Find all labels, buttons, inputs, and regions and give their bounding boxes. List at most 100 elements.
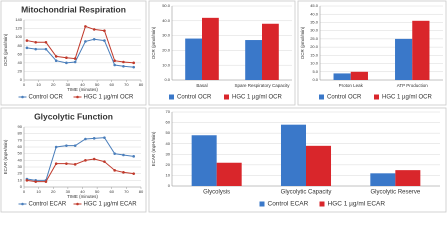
- y-axis-label: OCR (pmol/min): [3, 33, 8, 66]
- data-point: [84, 159, 87, 162]
- x-axis-label: TIME (minutes): [67, 87, 98, 92]
- data-point: [25, 46, 29, 50]
- y-tick-label: 40.0: [162, 18, 171, 23]
- bar: [306, 145, 332, 186]
- y-tick-label: 90: [18, 124, 23, 129]
- y-tick-label: 40: [18, 157, 23, 162]
- y-tick-label: 120: [15, 26, 22, 31]
- data-point: [92, 37, 96, 41]
- legend-marker: [76, 95, 79, 99]
- y-tick-label: 20: [18, 68, 23, 73]
- bar: [333, 73, 351, 80]
- data-point: [113, 59, 116, 63]
- data-point: [34, 40, 37, 44]
- x-axis-label: TIME (minutes): [67, 194, 98, 199]
- y-tick-label: 50: [18, 151, 23, 156]
- data-point: [92, 28, 96, 31]
- data-point: [113, 152, 116, 155]
- x-tick-label: ATP Production: [397, 83, 429, 88]
- legend-label: HGC 1 µg/ml OCR: [232, 95, 282, 101]
- data-point: [25, 179, 29, 182]
- bar: [185, 38, 202, 80]
- series-line: [26, 137, 134, 181]
- x-tick-label: 0: [23, 82, 26, 87]
- y-tick-label: 0: [20, 184, 23, 189]
- y-tick-label: 50: [166, 130, 171, 135]
- y-tick-label: 20.0: [162, 47, 171, 52]
- y-tick-label: 40: [18, 60, 23, 65]
- data-point: [103, 160, 106, 163]
- y-tick-label: 60: [18, 144, 23, 149]
- legend-label: HGC 1 µg/ml ECAR: [328, 201, 386, 208]
- legend-swatch: [319, 201, 325, 207]
- data-point: [73, 60, 77, 64]
- y-axis-label: OCR (pmol/min): [300, 26, 305, 59]
- x-tick-label: Spare Respiratory Capacity: [234, 83, 290, 88]
- data-point: [73, 144, 77, 147]
- y-tick-label: 10: [18, 177, 23, 182]
- y-tick-label: 0.0: [164, 77, 170, 82]
- x-tick-label: Glycolytic Capacity: [281, 190, 332, 196]
- legend-marker: [21, 95, 24, 99]
- x-tick-label: 40: [80, 189, 85, 194]
- legend-marker: [76, 202, 79, 206]
- data-point: [54, 55, 58, 58]
- data-point: [84, 25, 87, 28]
- data-point: [65, 61, 68, 65]
- data-point: [65, 56, 68, 60]
- bar: [202, 17, 219, 80]
- data-point: [103, 136, 106, 139]
- data-point: [122, 60, 125, 64]
- y-tick-label: 40.0: [310, 11, 319, 16]
- y-tick-label: 0.0: [312, 77, 318, 82]
- data-point: [54, 145, 58, 149]
- legend-swatch: [319, 94, 324, 100]
- data-point: [54, 162, 58, 165]
- x-tick-label: 50: [95, 82, 100, 87]
- x-tick-label: 70: [124, 82, 129, 87]
- x-tick-label: Glycolysis: [203, 190, 230, 196]
- data-point: [44, 47, 48, 51]
- x-tick-label: 30: [66, 189, 71, 194]
- data-point: [92, 157, 96, 161]
- legend-label: Control ECAR: [29, 202, 67, 208]
- page: Mitochondrial Respiration OCR (pmol/min) 0…: [0, 0, 447, 213]
- x-tick-label: 60: [110, 82, 115, 87]
- legend-label: Control OCR: [177, 95, 212, 101]
- bar: [395, 170, 421, 186]
- x-tick-label: 60: [110, 189, 115, 194]
- x-tick-label: 10: [36, 82, 41, 87]
- y-tick-label: 40: [166, 141, 171, 146]
- data-point: [103, 29, 106, 33]
- data-point: [73, 57, 77, 60]
- panel: [0, 0, 147, 106]
- chart-title: Mitochondrial Respiration: [21, 4, 126, 14]
- y-tick-label: 50.0: [162, 3, 171, 8]
- bar: [245, 40, 262, 80]
- x-tick-label: 20: [51, 189, 56, 194]
- series-line: [26, 25, 134, 64]
- y-tick-label: 30.0: [162, 33, 171, 38]
- legend-label: Control OCR: [29, 95, 64, 101]
- x-tick-label: 10: [36, 189, 41, 194]
- legend-marker: [21, 202, 24, 206]
- y-tick-label: 70: [166, 109, 171, 114]
- legend-swatch: [259, 201, 265, 207]
- legend-label: Control ECAR: [268, 201, 309, 208]
- y-tick-label: 20: [166, 162, 171, 167]
- data-point: [132, 65, 135, 69]
- data-point: [92, 137, 96, 140]
- y-tick-label: 30: [166, 151, 171, 156]
- data-point: [113, 169, 116, 172]
- series-line: [26, 158, 134, 183]
- y-axis-label: ECAR (mpH/min): [151, 131, 156, 166]
- x-tick-label: 80: [139, 82, 144, 87]
- bar: [412, 20, 430, 80]
- y-tick-label: 80: [18, 131, 23, 136]
- legend-swatch: [224, 94, 229, 100]
- y-tick-label: 140: [15, 17, 22, 22]
- panel: [0, 107, 147, 213]
- y-tick-label: 25.0: [310, 36, 319, 41]
- legend-label: HGC 1 µg/ml OCR: [84, 95, 134, 101]
- legend-label: HGC 1 µg/ml ECAR: [84, 202, 138, 208]
